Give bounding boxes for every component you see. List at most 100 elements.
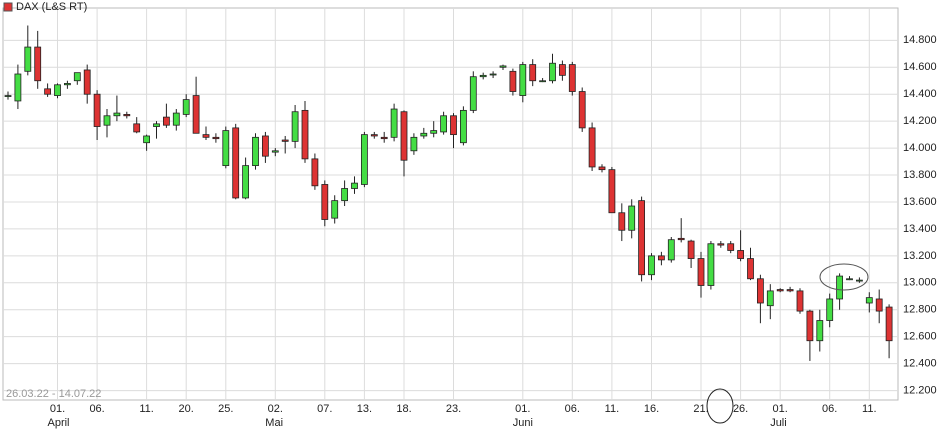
x-tick-label: 23. bbox=[446, 403, 461, 415]
y-tick-label: 14.000 bbox=[903, 142, 937, 154]
x-tick-label: 11. bbox=[139, 403, 153, 415]
x-tick-label: 16. bbox=[644, 403, 659, 415]
x-tick-label: 01. bbox=[515, 403, 530, 415]
highlight-circle bbox=[706, 388, 734, 424]
candle-body bbox=[856, 279, 863, 282]
candle-body bbox=[549, 62, 556, 82]
x-tick-label: 06. bbox=[822, 403, 837, 415]
candle-body bbox=[242, 165, 250, 199]
x-tick-label: 25. bbox=[218, 403, 233, 415]
x-tick-label: 11. bbox=[862, 403, 876, 415]
y-tick-label: 12.800 bbox=[903, 304, 937, 316]
candle-body bbox=[559, 64, 566, 76]
candles bbox=[4, 25, 893, 361]
candle-body bbox=[14, 73, 22, 102]
candle-body bbox=[192, 95, 200, 134]
y-tick-label: 13.400 bbox=[903, 223, 937, 235]
candle-body bbox=[539, 80, 546, 83]
month-label: Mai bbox=[265, 417, 283, 429]
candle-body bbox=[24, 46, 32, 72]
y-tick-label: 13.800 bbox=[903, 169, 937, 181]
candle-body bbox=[648, 255, 655, 276]
candle-body bbox=[281, 139, 289, 142]
candle-body bbox=[865, 297, 873, 304]
candle-body bbox=[370, 134, 378, 137]
candle-body bbox=[380, 136, 388, 140]
x-tick-label: 26. bbox=[733, 403, 748, 415]
candle-body bbox=[568, 64, 576, 92]
candle-body bbox=[836, 275, 843, 300]
candle-body bbox=[509, 70, 517, 92]
x-tick-label: 06. bbox=[89, 403, 104, 415]
candle-body bbox=[519, 64, 527, 96]
candle-body bbox=[697, 258, 705, 286]
x-tick-label: 02. bbox=[268, 403, 283, 415]
candle-body bbox=[687, 240, 695, 259]
y-tick-label: 14.600 bbox=[903, 61, 937, 73]
x-tick-label: 07. bbox=[317, 403, 332, 415]
highlight-ellipse bbox=[819, 263, 869, 291]
candle-body bbox=[618, 212, 626, 231]
candle-body bbox=[638, 200, 645, 276]
candle-body bbox=[311, 158, 319, 187]
legend-swatch bbox=[3, 2, 13, 12]
candle-body bbox=[64, 83, 71, 86]
y-tick-label: 13.600 bbox=[903, 196, 937, 208]
candle-body bbox=[499, 65, 507, 68]
candle-body bbox=[390, 108, 398, 138]
y-tick-label: 14.400 bbox=[903, 88, 937, 100]
candle-body bbox=[261, 135, 269, 157]
candle-body bbox=[846, 278, 853, 281]
month-label: Juni bbox=[513, 417, 533, 429]
candle-body bbox=[400, 111, 408, 161]
candle-body bbox=[83, 69, 91, 95]
candle-body bbox=[113, 112, 121, 117]
y-tick-label: 12.600 bbox=[903, 331, 937, 343]
candle-body bbox=[727, 243, 735, 251]
candle-body bbox=[598, 166, 606, 171]
candle-body bbox=[608, 169, 616, 214]
candle-body bbox=[331, 200, 339, 219]
candle-body bbox=[796, 290, 804, 312]
candle-body bbox=[232, 127, 240, 199]
candle-body bbox=[143, 135, 151, 144]
candle-body bbox=[420, 132, 428, 137]
candle-body bbox=[172, 112, 180, 126]
candle-body bbox=[123, 114, 131, 117]
candle-body bbox=[757, 278, 764, 304]
candle-body bbox=[459, 109, 467, 144]
candle-body bbox=[489, 73, 497, 76]
candle-body bbox=[341, 188, 349, 202]
candle-body bbox=[816, 320, 824, 342]
candle-body bbox=[578, 91, 586, 129]
y-tick-label: 14.200 bbox=[903, 115, 937, 127]
legend-label: DAX (L&S RT) bbox=[16, 1, 87, 13]
candle-body bbox=[44, 88, 51, 95]
candle-body bbox=[469, 76, 477, 111]
candle-body bbox=[222, 130, 230, 167]
x-tick-label: 11. bbox=[605, 403, 619, 415]
candle-body bbox=[826, 298, 834, 321]
candle-body bbox=[766, 290, 774, 307]
y-tick-label: 14.800 bbox=[903, 34, 937, 46]
candle-body bbox=[93, 93, 101, 127]
plot-frame bbox=[2, 7, 899, 401]
y-tick-label: 13.000 bbox=[903, 277, 937, 289]
x-tick-label: 01. bbox=[773, 403, 788, 415]
candle-body bbox=[430, 130, 438, 134]
candle-body bbox=[162, 116, 170, 126]
candle-body bbox=[885, 306, 893, 342]
candle-body bbox=[321, 184, 329, 220]
candle-body bbox=[667, 239, 675, 261]
x-tick-label: 20. bbox=[179, 403, 194, 415]
y-tick-label: 12.200 bbox=[903, 384, 937, 396]
candle-body bbox=[737, 250, 744, 259]
candle-body bbox=[202, 134, 210, 138]
candle-body bbox=[54, 84, 61, 96]
candle-body bbox=[717, 243, 725, 246]
month-label: April bbox=[48, 417, 70, 429]
candle-body bbox=[440, 115, 448, 133]
candle-body bbox=[252, 136, 259, 167]
candle-body bbox=[707, 243, 715, 286]
candle-body bbox=[677, 237, 685, 241]
